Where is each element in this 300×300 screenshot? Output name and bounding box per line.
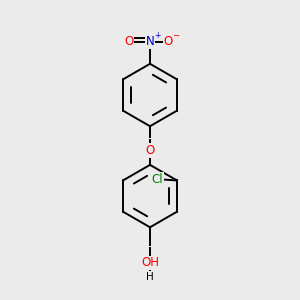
- Text: Cl: Cl: [151, 173, 163, 186]
- Text: O: O: [146, 144, 154, 158]
- Text: N: N: [146, 35, 154, 48]
- Text: +: +: [154, 31, 160, 40]
- Text: OH: OH: [141, 256, 159, 269]
- Text: H: H: [146, 272, 154, 282]
- Text: O: O: [164, 35, 173, 48]
- Text: −: −: [172, 31, 179, 40]
- Text: O: O: [124, 35, 133, 48]
